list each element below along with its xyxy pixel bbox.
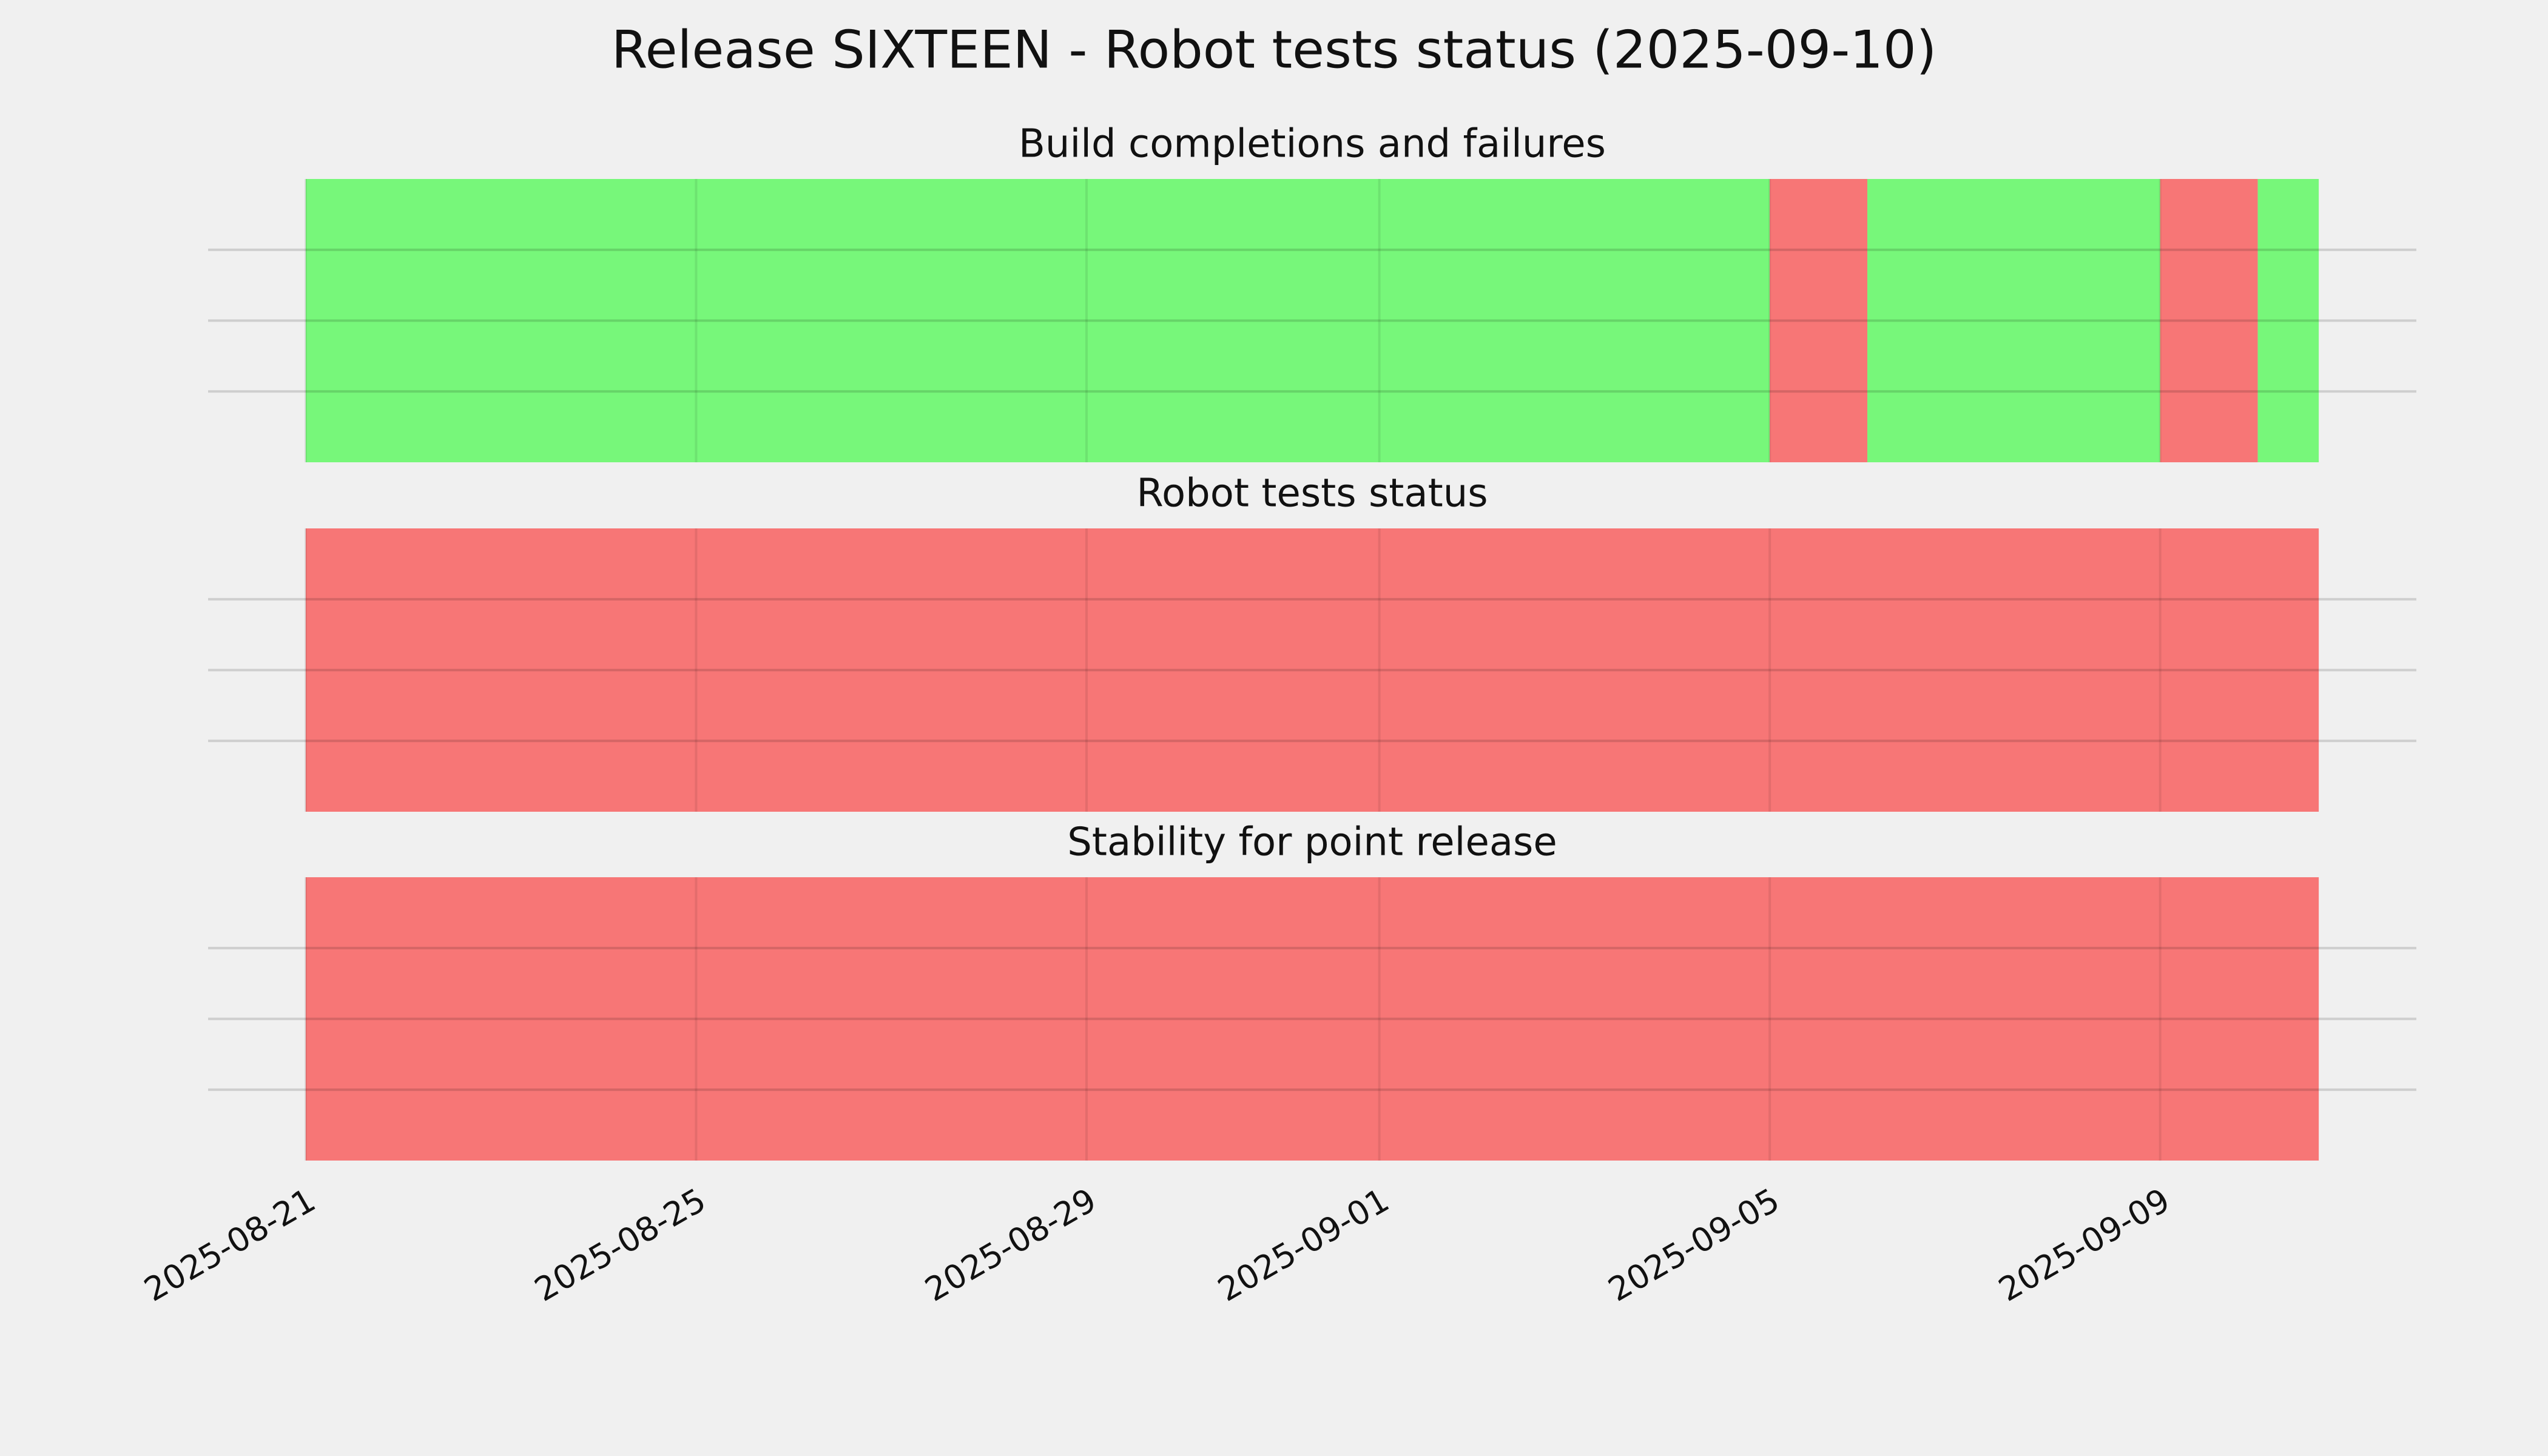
status-span [2257, 179, 2319, 462]
status-span [305, 877, 2319, 1161]
status-span [305, 528, 2319, 812]
chart-title: Release SIXTEEN - Robot tests status (20… [612, 19, 1937, 80]
status-span [1770, 179, 1868, 462]
status-span [305, 179, 1770, 462]
status-span [1867, 179, 2160, 462]
status-span [2160, 179, 2258, 462]
panel-title: Robot tests status [1136, 471, 1488, 516]
panel-title: Stability for point release [1067, 820, 1557, 865]
panel-title: Build completions and failures [1019, 122, 1606, 167]
